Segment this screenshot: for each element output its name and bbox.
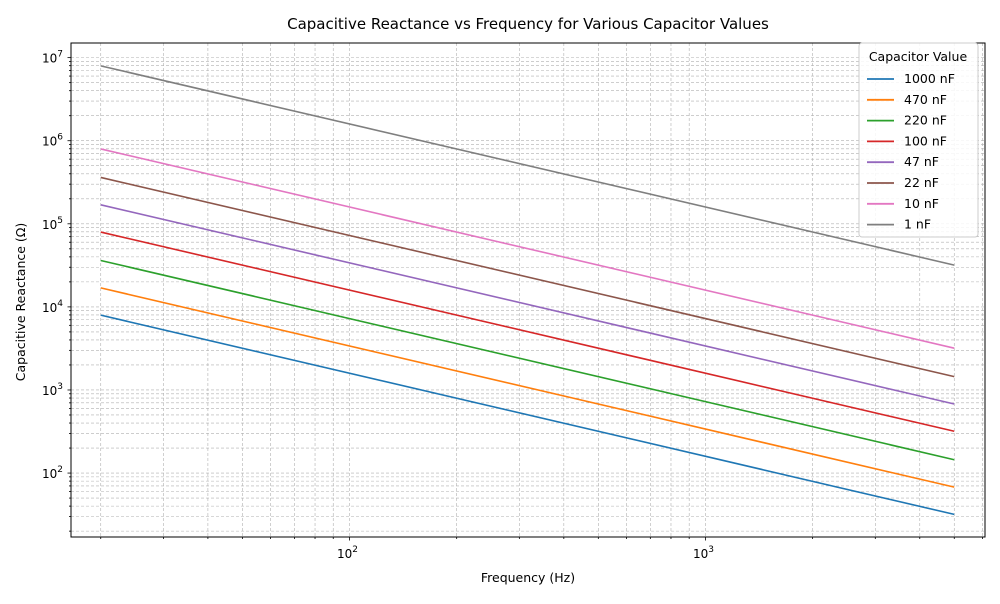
series-line <box>100 259 955 461</box>
legend-box <box>858 42 979 238</box>
x-tick-label: 102 <box>337 545 358 561</box>
plot-frame <box>70 42 986 538</box>
y-tick-label: 104 <box>42 299 63 315</box>
legend-label: 100 nF <box>904 133 947 148</box>
y-tick-label: 103 <box>42 382 63 398</box>
series-line <box>100 65 955 266</box>
legend-items: 1000 nF 470 nF 220 nF 100 nF 47 nF 22 nF 10 nF… <box>867 71 955 232</box>
legend-label: 220 nF <box>904 113 947 128</box>
legend-label: 47 nF <box>904 154 939 169</box>
legend-label: 1 nF <box>904 217 931 232</box>
series-line <box>100 287 955 488</box>
series-layer <box>100 65 955 516</box>
y-tick-label: 107 <box>42 50 63 66</box>
y-tick-label: 105 <box>42 216 63 232</box>
x-tick-label: 103 <box>693 545 714 561</box>
legend-label: 1000 nF <box>904 71 955 86</box>
legend-title: Capacitor Value <box>869 49 968 64</box>
legend-label: 10 nF <box>904 196 939 211</box>
series-line <box>100 176 955 378</box>
series-line <box>100 231 955 433</box>
chart-title: Capacitive Reactance vs Frequency for Va… <box>287 15 769 33</box>
y-tick-label: 102 <box>42 465 63 481</box>
series-line <box>100 314 955 516</box>
legend-label: 470 nF <box>904 92 947 107</box>
y-tick-label: 106 <box>42 133 63 149</box>
tick-layer: 102 103 102 103 104 105 106 107 <box>42 50 983 561</box>
y-axis-label: Capacitive Reactance (Ω) <box>13 223 28 381</box>
legend-label: 22 nF <box>904 175 939 190</box>
series-line <box>100 148 955 349</box>
x-axis-label: Frequency (Hz) <box>481 570 575 585</box>
legend: Capacitor Value 1000 nF 470 nF 220 nF 100 n… <box>858 42 979 238</box>
series-line <box>100 204 955 405</box>
